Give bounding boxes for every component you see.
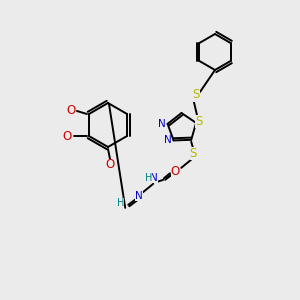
Text: N: N [135, 191, 143, 201]
Text: H: H [116, 198, 124, 208]
Text: S: S [192, 88, 200, 101]
Text: O: O [105, 158, 115, 172]
Text: N: N [158, 119, 166, 129]
Text: O: O [62, 130, 72, 142]
Text: N: N [150, 173, 158, 183]
Text: S: S [190, 147, 197, 160]
Text: O: O [171, 165, 180, 178]
Text: O: O [66, 103, 76, 116]
Text: N: N [164, 135, 172, 146]
Text: H: H [145, 173, 152, 183]
Text: S: S [195, 116, 203, 128]
